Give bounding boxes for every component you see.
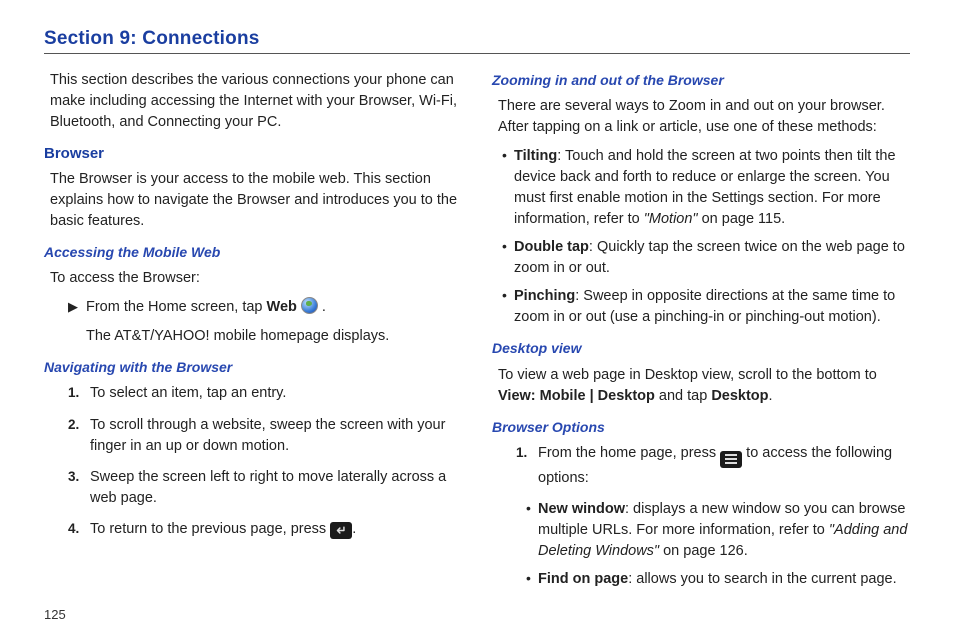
nav4-post: . (352, 521, 356, 537)
access-intro: To access the Browser: (50, 268, 462, 289)
access-step-text: From the Home screen, tap Web . The AT&T… (86, 297, 462, 347)
tilt-b: Tilting (514, 148, 557, 164)
d-b: View: Mobile | Desktop (498, 388, 655, 404)
nav1-text: To select an item, tap an entry. (90, 383, 462, 404)
opt-step-1: 1. From the home page, press to access t… (516, 443, 910, 489)
fp-t: : allows you to search in the current pa… (628, 571, 896, 587)
num-1: 1. (68, 383, 90, 404)
nav3-text: Sweep the screen left to right to move l… (90, 467, 462, 509)
nav4-text: To return to the previous page, press . (90, 519, 462, 540)
t2: . (318, 299, 326, 315)
web-label: Web (267, 299, 297, 315)
bullet-icon: • (502, 286, 514, 328)
arrow-icon: ▶ (68, 297, 86, 347)
options-heading: Browser Options (492, 417, 910, 437)
nw-text: New window: displays a new window so you… (538, 499, 910, 562)
intro-text: This section describes the various conne… (50, 70, 462, 133)
menu-icon (720, 451, 742, 468)
nw-b: New window (538, 501, 625, 517)
section-title: Section 9: Connections (44, 28, 910, 50)
page-number: 125 (44, 607, 66, 622)
num-2: 2. (68, 415, 90, 457)
opt1-text: From the home page, press to access the … (538, 443, 910, 489)
nav4-pre: To return to the previous page, press (90, 521, 330, 537)
dbl-text: Double tap: Quickly tap the screen twice… (514, 237, 910, 279)
dbl-b: Double tap (514, 239, 589, 255)
nav-step-3: 3. Sweep the screen left to right to mov… (68, 467, 462, 509)
nw-pg: on page 126. (659, 543, 748, 559)
left-column: This section describes the various conne… (44, 70, 462, 597)
bullet-icon: • (502, 237, 514, 279)
back-icon (330, 522, 352, 539)
zoom-intro: There are several ways to Zoom in and ou… (498, 96, 910, 138)
globe-icon (301, 297, 318, 314)
bullet-icon: • (502, 146, 514, 230)
num-3: 3. (68, 467, 90, 509)
access-step: ▶ From the Home screen, tap Web . The AT… (68, 297, 462, 347)
dbl-item: • Double tap: Quickly tap the screen twi… (502, 237, 910, 279)
nav-step-4: 4. To return to the previous page, press… (68, 519, 462, 540)
accessing-heading: Accessing the Mobile Web (44, 242, 462, 262)
tilt-item: • Tilting: Touch and hold the screen at … (502, 146, 910, 230)
bullet-icon: • (526, 499, 538, 562)
num-1b: 1. (516, 443, 538, 489)
desktop-heading: Desktop view (492, 338, 910, 358)
fp-text: Find on page: allows you to search in th… (538, 569, 910, 590)
pinch-text: Pinching: Sweep in opposite directions a… (514, 286, 910, 328)
new-window-item: • New window: displays a new window so y… (526, 499, 910, 562)
d1: To view a web page in Desktop view, scro… (498, 367, 877, 383)
nav2-text: To scroll through a website, sweep the s… (90, 415, 462, 457)
find-page-item: • Find on page: allows you to search in … (526, 569, 910, 590)
d2: and tap (655, 388, 711, 404)
content-columns: This section describes the various conne… (44, 70, 910, 597)
fp-b: Find on page (538, 571, 628, 587)
num-4: 4. (68, 519, 90, 540)
o1a: From the home page, press (538, 445, 720, 461)
browser-heading: Browser (44, 143, 462, 165)
right-column: Zooming in and out of the Browser There … (492, 70, 910, 597)
tilt-text: Tilting: Touch and hold the screen at tw… (514, 146, 910, 230)
d-b2: Desktop (711, 388, 768, 404)
zoom-heading: Zooming in and out of the Browser (492, 70, 910, 90)
nav-step-1: 1. To select an item, tap an entry. (68, 383, 462, 404)
t: From the Home screen, tap (86, 299, 267, 315)
tilt-pg: on page 115. (698, 211, 786, 227)
browser-desc: The Browser is your access to the mobile… (50, 169, 462, 232)
pinch-item: • Pinching: Sweep in opposite directions… (502, 286, 910, 328)
pinch-b: Pinching (514, 288, 575, 304)
navigating-heading: Navigating with the Browser (44, 357, 462, 377)
tilt-ref: "Motion" (644, 211, 698, 227)
nav-step-2: 2. To scroll through a website, sweep th… (68, 415, 462, 457)
desktop-text: To view a web page in Desktop view, scro… (498, 365, 910, 407)
bullet-icon: • (526, 569, 538, 590)
title-underline (44, 53, 910, 54)
access-result: The AT&T/YAHOO! mobile homepage displays… (86, 328, 389, 344)
d3: . (769, 388, 773, 404)
